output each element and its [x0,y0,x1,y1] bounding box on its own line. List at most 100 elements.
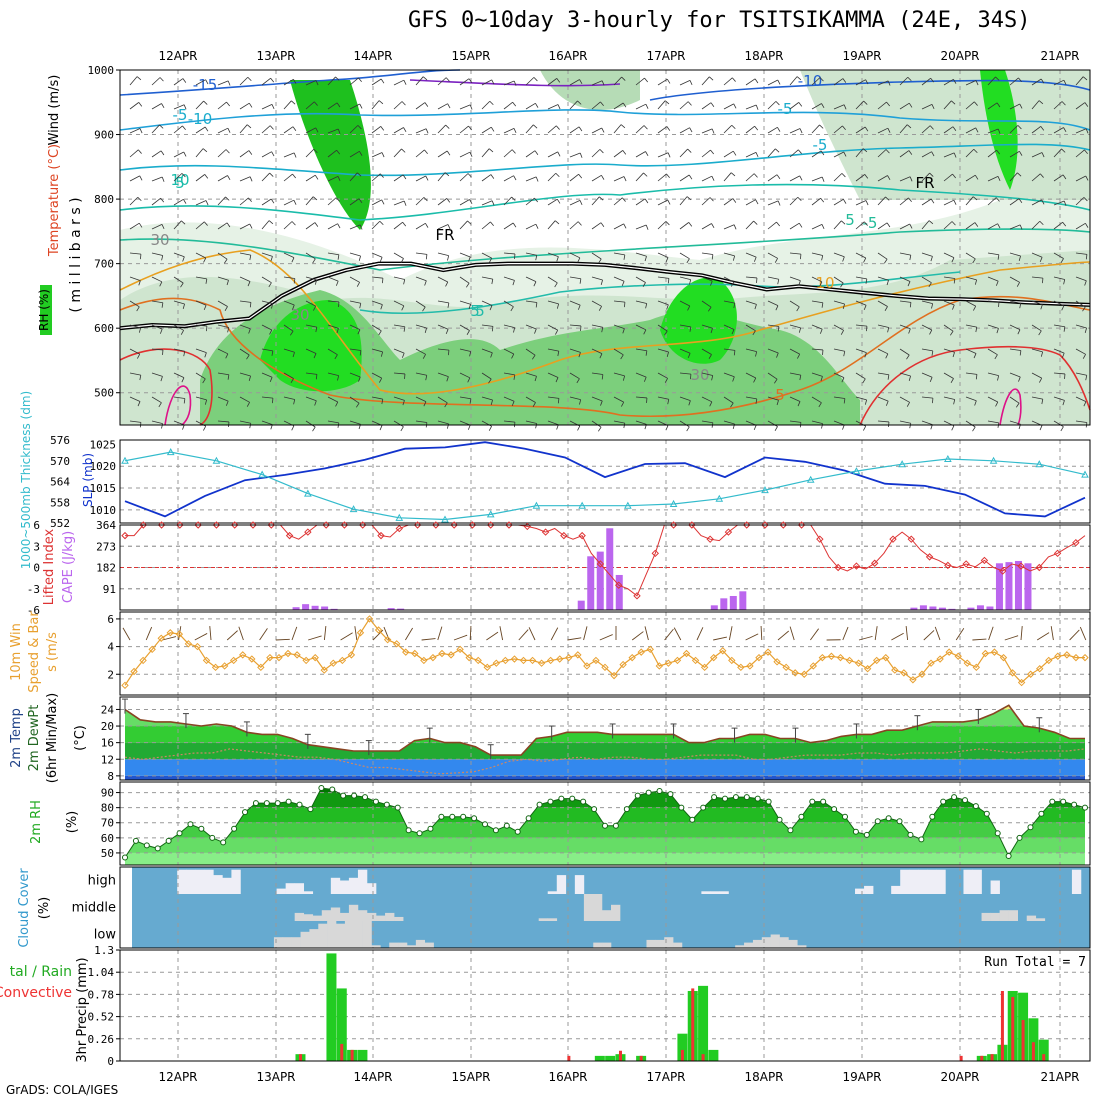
thickness-tick-label: 576 [50,434,70,447]
wind-barb [877,196,886,206]
tick-label: 90 [101,787,114,800]
wind-barb [921,172,930,182]
wind-barb-flag [445,77,450,82]
wind-barb-flag [843,151,847,157]
wind-barb-flag [598,258,602,264]
data-point [889,535,897,543]
wind-barb [283,300,295,306]
cloud-cell [330,907,341,921]
wind-barb-flag [974,400,977,406]
tick-label: 500 [94,387,114,400]
wind-barb [767,420,778,427]
slp-tick-label: 1010 [90,504,117,517]
wind-barb-flag [202,378,206,384]
data-point [340,521,349,529]
wind-barb [855,348,867,353]
temp-frame [119,696,1091,781]
cloud-cell [357,869,368,894]
wind-barb-flag [952,352,955,358]
wind-barb [217,252,228,260]
wind-barb-flag [183,151,187,157]
data-point [623,806,630,813]
wind-barb [371,126,382,134]
wind-barb [129,420,141,423]
temperature-contour [999,388,1022,426]
cape-bar [1014,560,1022,610]
wind-barb [1075,222,1086,230]
wind-barb [481,174,492,182]
wind-barb [701,252,713,255]
data-point [258,470,266,478]
wind-barb-flag [1061,352,1065,358]
wind-barb-flag [468,304,471,310]
data-point [954,652,962,660]
data-point [139,656,147,665]
wind-barb [437,124,446,134]
wind-barb-flag [246,402,250,407]
thickness-tick-label: 558 [50,496,70,509]
data-point [940,798,947,805]
wind-barb-flag [887,128,891,133]
cloud-cell [918,869,928,894]
wind-barb-flag [444,402,448,408]
wind-barb-flag [534,328,537,334]
wind-barb [421,638,436,641]
data-point [1008,669,1017,677]
wind-barb-flag [137,401,141,407]
data-point [471,815,478,822]
wind-barb [1031,396,1043,400]
data-point [673,656,682,665]
wind-barb-flag [159,281,163,287]
wind-barb [723,103,734,110]
wind-barb-flag [774,258,778,263]
wind-barb-flag [203,425,207,431]
wind-barb-flag [223,258,228,264]
data-point [898,460,906,468]
data-point [468,521,477,529]
wind-barb [811,372,823,377]
wind-barb [481,348,493,354]
wind-barb-flag [996,328,999,334]
data-point [296,801,303,808]
cloud-cell [398,942,408,948]
wind-barb [437,198,448,206]
data-point [900,669,908,677]
wind-barb [921,372,933,378]
wind-barb [965,196,974,206]
data-point [307,806,314,813]
wind-barb [943,252,955,259]
wind-barb [305,348,317,354]
cloud-cell [855,888,865,894]
cape-bar [577,600,585,610]
date-label-top: 16APR [548,49,587,63]
wind-barb-flag [1038,330,1042,336]
wind-barb [635,125,645,134]
wind-barb [987,197,997,206]
data-point [143,842,150,849]
wind-barb-flag [490,399,493,405]
wind-barb [261,252,273,257]
data-point [395,524,403,533]
wind-barb-flag [799,128,803,134]
tick-label: 50 [101,847,114,860]
wind-barb [1075,149,1085,158]
data-point [569,795,576,802]
wind-barb-flag [293,399,296,405]
wind-barb [305,101,315,110]
wind-barb [767,252,778,259]
cloud-cell [710,891,720,894]
wind-barb-flag [862,378,866,384]
wind-barb-flag [445,329,449,335]
wind-barb [664,628,674,641]
wind-barb-flag [800,254,802,260]
contour-label: -10 [798,72,823,90]
wind-barb-flag [1040,78,1045,84]
wind-barb [789,222,800,230]
wind-barb [789,128,801,134]
wind-barb [635,77,645,86]
wind-barb [481,221,491,230]
wind-barb [129,222,140,230]
data-point [284,649,292,658]
wind-barb [415,128,427,134]
wind10m-barbs [122,625,1087,641]
